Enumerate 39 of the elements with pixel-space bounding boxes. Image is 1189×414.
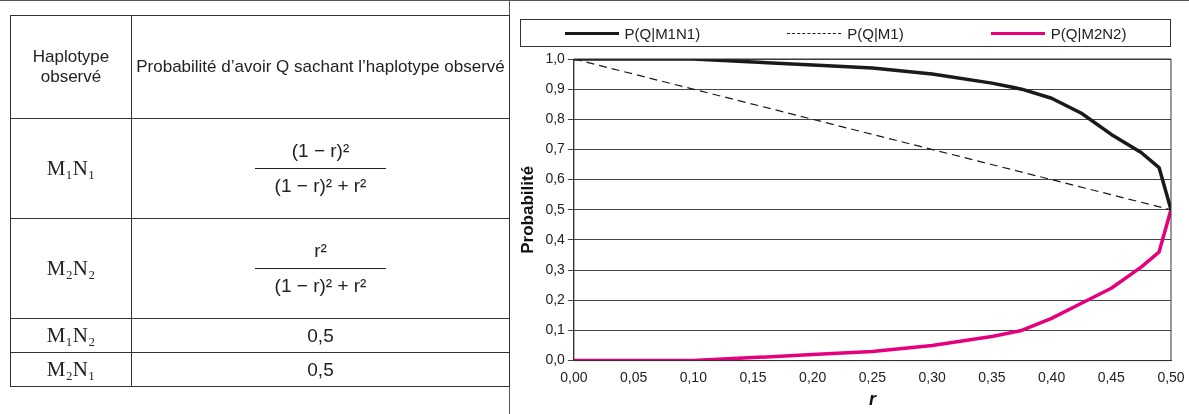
y-tick-label: 0,6: [545, 170, 566, 187]
text: Haplotype observé: [10, 15, 132, 119]
x-tick-label: 0,50: [1157, 368, 1185, 385]
y-tick-label: 0,1: [545, 321, 566, 338]
text: (1 − r)² + r²: [274, 275, 367, 296]
legend-label: P(Q|M1): [847, 24, 904, 42]
y-tick-label: 0,3: [545, 260, 566, 277]
x-axis-title: r: [868, 389, 877, 410]
x-tick-label: 0,20: [799, 368, 827, 385]
text: 0,5: [307, 358, 334, 380]
text: (1 − r)²: [291, 140, 350, 161]
category-label: M₂N₁: [10, 352, 132, 387]
x-tick-label: 0,00: [560, 368, 588, 385]
legend-label: P(Q|M1N1): [624, 24, 701, 42]
category-label: M₁N₁: [10, 118, 132, 219]
category-label: M₁N₂: [10, 318, 132, 353]
x-tick-label: 0,10: [679, 368, 708, 385]
x-tick-label: 0,35: [978, 368, 1006, 385]
y-tick-label: 0,5: [545, 200, 566, 217]
y-tick-label: 1,0: [545, 49, 566, 66]
legend-label: P(Q|M2N2): [1050, 24, 1127, 42]
y-tick-label: 0,4: [545, 230, 566, 247]
y-tick-label: 0,0: [545, 351, 566, 368]
x-tick-label: 0,25: [858, 368, 887, 385]
text: r²: [314, 240, 327, 261]
y-tick-label: 0,7: [545, 140, 566, 157]
x-tick-label: 0,15: [739, 368, 767, 385]
y-tick-label: 0,2: [545, 291, 566, 308]
x-tick-label: 0,05: [619, 368, 648, 385]
x-tick-label: 0,30: [918, 368, 946, 385]
x-tick-label: 0,45: [1097, 368, 1126, 385]
y-tick-label: 0,9: [545, 80, 566, 97]
category-label: M₂N₂: [10, 218, 132, 319]
y-axis-title: Probabilité: [517, 165, 537, 254]
text: Probabilité d’avoir Q sachant l’haplotype observé: [131, 15, 510, 119]
y-tick-label: 0,8: [545, 110, 566, 127]
text: 0,5: [307, 324, 334, 346]
text: (1 − r)² + r²: [274, 175, 367, 196]
x-tick-label: 0,40: [1037, 368, 1066, 385]
